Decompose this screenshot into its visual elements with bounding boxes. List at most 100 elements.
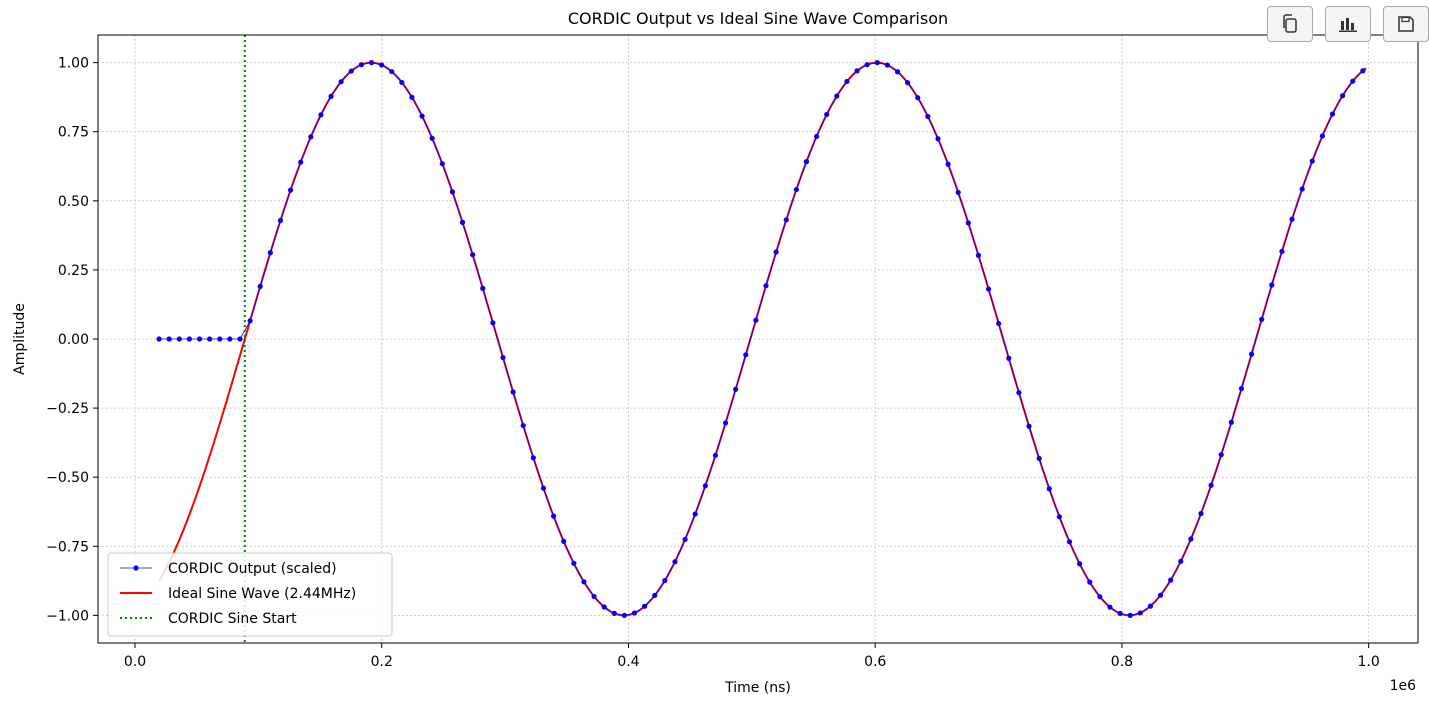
cordic-point [591, 593, 597, 600]
cordic-point [1066, 539, 1073, 545]
cordic-point [419, 113, 425, 119]
cordic-point [530, 455, 536, 461]
cordic-point [379, 62, 385, 68]
cordic-point [156, 336, 162, 342]
cordic-point [864, 62, 870, 68]
copy-icon [1283, 14, 1297, 33]
cordic-point [1157, 592, 1164, 598]
cordic-point [1299, 186, 1305, 192]
y-tick-label: −0.25 [46, 401, 89, 417]
cordic-point [490, 320, 496, 326]
cordic-point [176, 336, 182, 342]
cordic-point [1218, 452, 1224, 458]
cordic-point [470, 252, 476, 258]
cordic-point [207, 336, 213, 342]
x-tick-label: 0.6 [864, 654, 886, 670]
cordic-point [1228, 419, 1234, 425]
cordic-point [793, 186, 799, 193]
cordic-point [935, 136, 941, 142]
cordic-point [358, 62, 364, 68]
cordic-point [439, 161, 445, 167]
cordic-point [631, 610, 638, 616]
cordic-point [1248, 351, 1255, 357]
cordic-point [1056, 514, 1062, 520]
cordic-point [601, 604, 607, 610]
cordic-point [894, 69, 901, 75]
cordic-point [1016, 390, 1022, 396]
toolbar [1267, 6, 1429, 42]
cordic-point [1319, 133, 1325, 139]
cordic-point [722, 420, 729, 426]
cordic-point [186, 336, 193, 342]
cordic-point [287, 187, 294, 193]
cordic-point [308, 134, 314, 140]
bar-chart-icon [1339, 18, 1357, 32]
cordic-point [621, 612, 628, 618]
cordic-point [975, 252, 982, 258]
cordic-point [783, 217, 789, 223]
cordic-point [1137, 610, 1143, 616]
cordic-point [1309, 158, 1315, 164]
y-axis-label: Amplitude [12, 303, 28, 375]
cordic-point [702, 483, 708, 489]
cordic-point [510, 389, 516, 395]
cordic-point [1026, 423, 1032, 429]
cordic-point [965, 220, 971, 226]
cordic-point [217, 336, 223, 342]
cordic-point [824, 111, 830, 118]
cordic-point [257, 283, 263, 289]
cordic-point [753, 317, 759, 323]
cordic-point [985, 286, 992, 292]
cordic-point [1289, 216, 1295, 222]
cordic-point [874, 60, 880, 66]
cordic-point [854, 68, 860, 74]
cordic-point [1006, 355, 1012, 361]
cordic-point [277, 217, 284, 224]
cordic-point [429, 135, 435, 141]
cordic-point [1340, 93, 1346, 99]
legend-marker-cordic [133, 565, 139, 571]
cordic-point [642, 603, 648, 609]
cordic-point [1077, 561, 1083, 567]
cordic-point [662, 577, 668, 584]
cordic-point [1360, 68, 1366, 74]
save-button[interactable] [1383, 6, 1429, 42]
plot-area [156, 35, 1367, 643]
cordic-point [1350, 78, 1356, 84]
axis-ticks: 0.0 0.2 0.4 0.6 0.8 1.0 −1.00 −0.75 −0.50 −0.25 0.… [46, 56, 1380, 670]
x-tick-label: 0.2 [371, 654, 393, 670]
floppy-disk-icon [1398, 16, 1414, 32]
cordic-point [571, 560, 577, 566]
cordic-point [1046, 486, 1052, 492]
cordic-point [1087, 579, 1093, 585]
x-axis-offset-label: 1e6 [1390, 678, 1417, 694]
cordic-point [814, 133, 820, 140]
cordic-point [1198, 510, 1204, 517]
legend: CORDIC Output (scaled) Ideal Sine Wave (2… [107, 552, 393, 637]
x-tick-label: 0.8 [1111, 654, 1133, 670]
y-tick-label: 0.75 [58, 125, 89, 141]
cordic-point [318, 112, 324, 118]
cordic-point [227, 336, 233, 342]
cordic-point [905, 80, 911, 86]
y-tick-label: −0.75 [46, 539, 89, 555]
cordic-point [884, 62, 891, 68]
y-tick-label: −1.00 [46, 608, 89, 624]
y-tick-label: 0.50 [58, 194, 89, 210]
cordic-point [338, 79, 344, 85]
cordic-point [1329, 111, 1336, 117]
cordic-point [672, 559, 678, 565]
cordic-point [500, 354, 506, 361]
cordic-point [480, 285, 486, 291]
copy-button[interactable] [1267, 6, 1313, 42]
cordic-point [733, 386, 739, 392]
cordic-point [237, 336, 243, 342]
y-tick-label: 0.25 [58, 263, 89, 279]
y-tick-label: −0.50 [46, 470, 89, 486]
x-tick-label: 0.0 [124, 654, 146, 670]
chart-button[interactable] [1325, 6, 1371, 42]
cordic-point [611, 610, 617, 616]
cordic-point [925, 113, 931, 120]
cordic-point [368, 60, 375, 66]
x-tick-label: 1.0 [1358, 654, 1380, 670]
